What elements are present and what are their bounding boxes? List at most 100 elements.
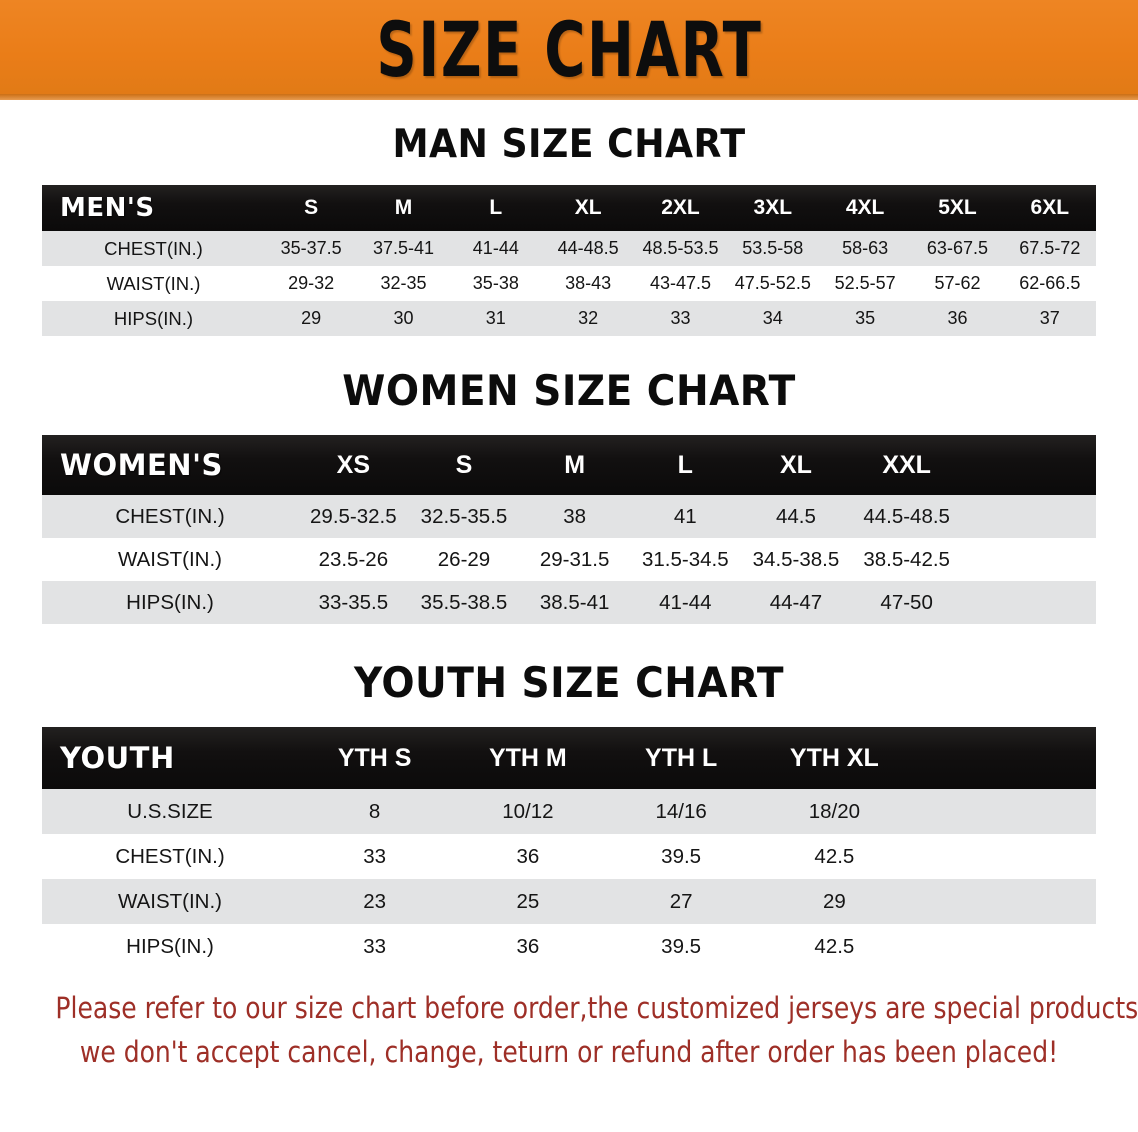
size-chart-banner: SIZE CHART xyxy=(0,0,1138,100)
man-hips-3xl: 34 xyxy=(762,308,783,328)
man-size-header-l: L xyxy=(489,196,503,219)
women-chest-m: 38 xyxy=(563,504,587,528)
man-hips-m: 30 xyxy=(393,308,414,328)
women-section-title: WOMEN SIZE CHART xyxy=(342,366,796,415)
youth-chest-xl: 42.5 xyxy=(814,844,855,868)
youth-row-spacer xyxy=(911,834,1096,879)
man-table-head: MEN'S S M L XL 2XL 3XL 4XL 5XL 6XL xyxy=(42,185,1096,231)
order-policy-note-line-2: we don't accept cancel, change, teturn o… xyxy=(79,1034,1059,1069)
table-row: HIPS(IN.) 33-35.5 35.5-38.5 38.5-41 41-4… xyxy=(42,581,1096,624)
man-size-header-6xl: 6XL xyxy=(1030,196,1070,219)
man-section-title: MAN SIZE CHART xyxy=(392,122,746,167)
youth-size-header-xl: YTH XL xyxy=(789,743,879,772)
man-size-header-2xl: 2XL xyxy=(661,196,700,219)
youth-hips-m: 36 xyxy=(516,934,540,958)
table-row: WAIST(IN.) 29-32 32-35 35-38 38-43 43-47… xyxy=(42,266,1096,301)
youth-hips-xl: 42.5 xyxy=(814,934,855,958)
man-waist-s: 29-32 xyxy=(288,273,335,293)
women-row-label-hips: HIPS(IN.) xyxy=(126,590,214,614)
man-size-header-5xl: 5XL xyxy=(938,196,977,219)
women-hips-m: 38.5-41 xyxy=(539,590,610,614)
women-row-label-chest: CHEST(IN.) xyxy=(115,504,225,528)
man-waist-4xl: 52.5-57 xyxy=(834,273,896,293)
youth-size-header-m: YTH M xyxy=(488,743,567,772)
man-size-table: MEN'S S M L XL 2XL 3XL 4XL 5XL 6XL CHEST… xyxy=(42,185,1096,336)
women-table-head: WOMEN'S XS S M L XL XXL xyxy=(42,435,1096,495)
women-chest-xs: 29.5-32.5 xyxy=(310,504,397,528)
youth-row-label-ussize: U.S.SIZE xyxy=(127,799,213,823)
youth-size-header-s: YTH S xyxy=(337,743,412,772)
women-waist-xl: 34.5-38.5 xyxy=(752,547,840,571)
women-waist-l: 31.5-34.5 xyxy=(641,547,729,571)
women-corner-label: WOMEN'S xyxy=(60,448,223,482)
women-size-table-wrapper: WOMEN'S XS S M L XL XXL CHEST(IN.) 29.5-… xyxy=(42,435,1096,624)
youth-hips-s: 33 xyxy=(363,934,387,958)
women-hips-xl: 44-47 xyxy=(769,590,823,614)
youth-hips-l: 39.5 xyxy=(661,934,702,958)
man-hips-2xl: 33 xyxy=(670,308,691,328)
women-row-spacer xyxy=(962,538,1096,581)
man-waist-5xl: 57-62 xyxy=(934,273,981,293)
women-size-table: WOMEN'S XS S M L XL XXL CHEST(IN.) 29.5-… xyxy=(42,435,1096,624)
women-row-label-waist: WAIST(IN.) xyxy=(117,547,222,571)
women-row-spacer xyxy=(962,581,1096,624)
man-chest-5xl: 63-67.5 xyxy=(926,238,988,258)
youth-ussize-m: 10/12 xyxy=(502,799,554,823)
youth-chest-l: 39.5 xyxy=(661,844,702,868)
youth-section-title: YOUTH SIZE CHART xyxy=(353,658,785,707)
women-hips-xs: 33-35.5 xyxy=(318,590,389,614)
youth-corner-label: YOUTH xyxy=(60,741,175,775)
man-waist-2xl: 43-47.5 xyxy=(649,273,711,293)
man-corner-label: MEN'S xyxy=(60,193,155,223)
youth-waist-m: 25 xyxy=(516,889,540,913)
youth-chest-s: 33 xyxy=(363,844,387,868)
youth-row-spacer xyxy=(911,789,1096,834)
table-row: CHEST(IN.) 29.5-32.5 32.5-35.5 38 41 44.… xyxy=(42,495,1096,538)
youth-header-row: YOUTH YTH S YTH M YTH L YTH XL xyxy=(42,727,1096,789)
women-waist-xxl: 38.5-42.5 xyxy=(863,547,950,571)
women-row-spacer xyxy=(962,495,1096,538)
man-header-row: MEN'S S M L XL 2XL 3XL 4XL 5XL 6XL xyxy=(42,185,1096,231)
youth-waist-xl: 29 xyxy=(822,889,846,913)
man-hips-xl: 32 xyxy=(578,308,599,328)
table-row: U.S.SIZE 8 10/12 14/16 18/20 xyxy=(42,789,1096,834)
man-hips-s: 29 xyxy=(301,308,322,328)
women-header-spacer xyxy=(962,435,1096,495)
man-chest-2xl: 48.5-53.5 xyxy=(642,238,719,258)
man-size-header-3xl: 3XL xyxy=(753,196,793,219)
youth-header-spacer xyxy=(911,727,1096,789)
man-waist-6xl: 62-66.5 xyxy=(1019,273,1081,293)
youth-table-body: U.S.SIZE 8 10/12 14/16 18/20 CHEST(IN.) … xyxy=(42,789,1096,969)
man-row-label-hips: HIPS(IN.) xyxy=(113,307,194,329)
man-chest-l: 41-44 xyxy=(472,238,519,258)
man-table-body: CHEST(IN.) 35-37.5 37.5-41 41-44 44-48.5… xyxy=(42,231,1096,336)
man-chest-6xl: 67.5-72 xyxy=(1019,238,1081,258)
table-row: CHEST(IN.) 35-37.5 37.5-41 41-44 44-48.5… xyxy=(42,231,1096,266)
youth-ussize-xl: 18/20 xyxy=(808,799,861,823)
man-waist-m: 32-35 xyxy=(380,273,427,293)
women-size-header-m: M xyxy=(564,450,586,479)
man-row-label-chest: CHEST(IN.) xyxy=(104,237,203,259)
page-title: SIZE CHART xyxy=(375,5,763,94)
man-hips-l: 31 xyxy=(485,308,506,328)
man-size-header-xl: XL xyxy=(574,196,602,219)
man-hips-5xl: 36 xyxy=(947,308,968,328)
women-chest-xxl: 44.5-48.5 xyxy=(863,504,950,528)
youth-row-label-hips: HIPS(IN.) xyxy=(126,934,214,958)
man-chest-4xl: 58-63 xyxy=(842,238,889,258)
women-hips-s: 35.5-38.5 xyxy=(420,590,508,614)
table-row: CHEST(IN.) 33 36 39.5 42.5 xyxy=(42,834,1096,879)
women-table-body: CHEST(IN.) 29.5-32.5 32.5-35.5 38 41 44.… xyxy=(42,495,1096,624)
youth-ussize-l: 14/16 xyxy=(655,799,707,823)
order-policy-note-line-1: Please refer to our size chart before or… xyxy=(55,991,1138,1025)
women-chest-xl: 44.5 xyxy=(776,504,816,528)
women-size-header-xxl: XXL xyxy=(882,450,931,479)
table-row: WAIST(IN.) 23.5-26 26-29 29-31.5 31.5-34… xyxy=(42,538,1096,581)
man-waist-xl: 38-43 xyxy=(565,273,612,293)
table-row: HIPS(IN.) 29 30 31 32 33 34 35 36 37 xyxy=(42,301,1096,336)
youth-row-spacer xyxy=(911,879,1096,924)
man-size-header-s: S xyxy=(304,196,319,219)
man-chest-xl: 44-48.5 xyxy=(557,238,619,258)
women-chest-s: 32.5-35.5 xyxy=(420,504,508,528)
man-waist-l: 35-38 xyxy=(472,273,519,293)
